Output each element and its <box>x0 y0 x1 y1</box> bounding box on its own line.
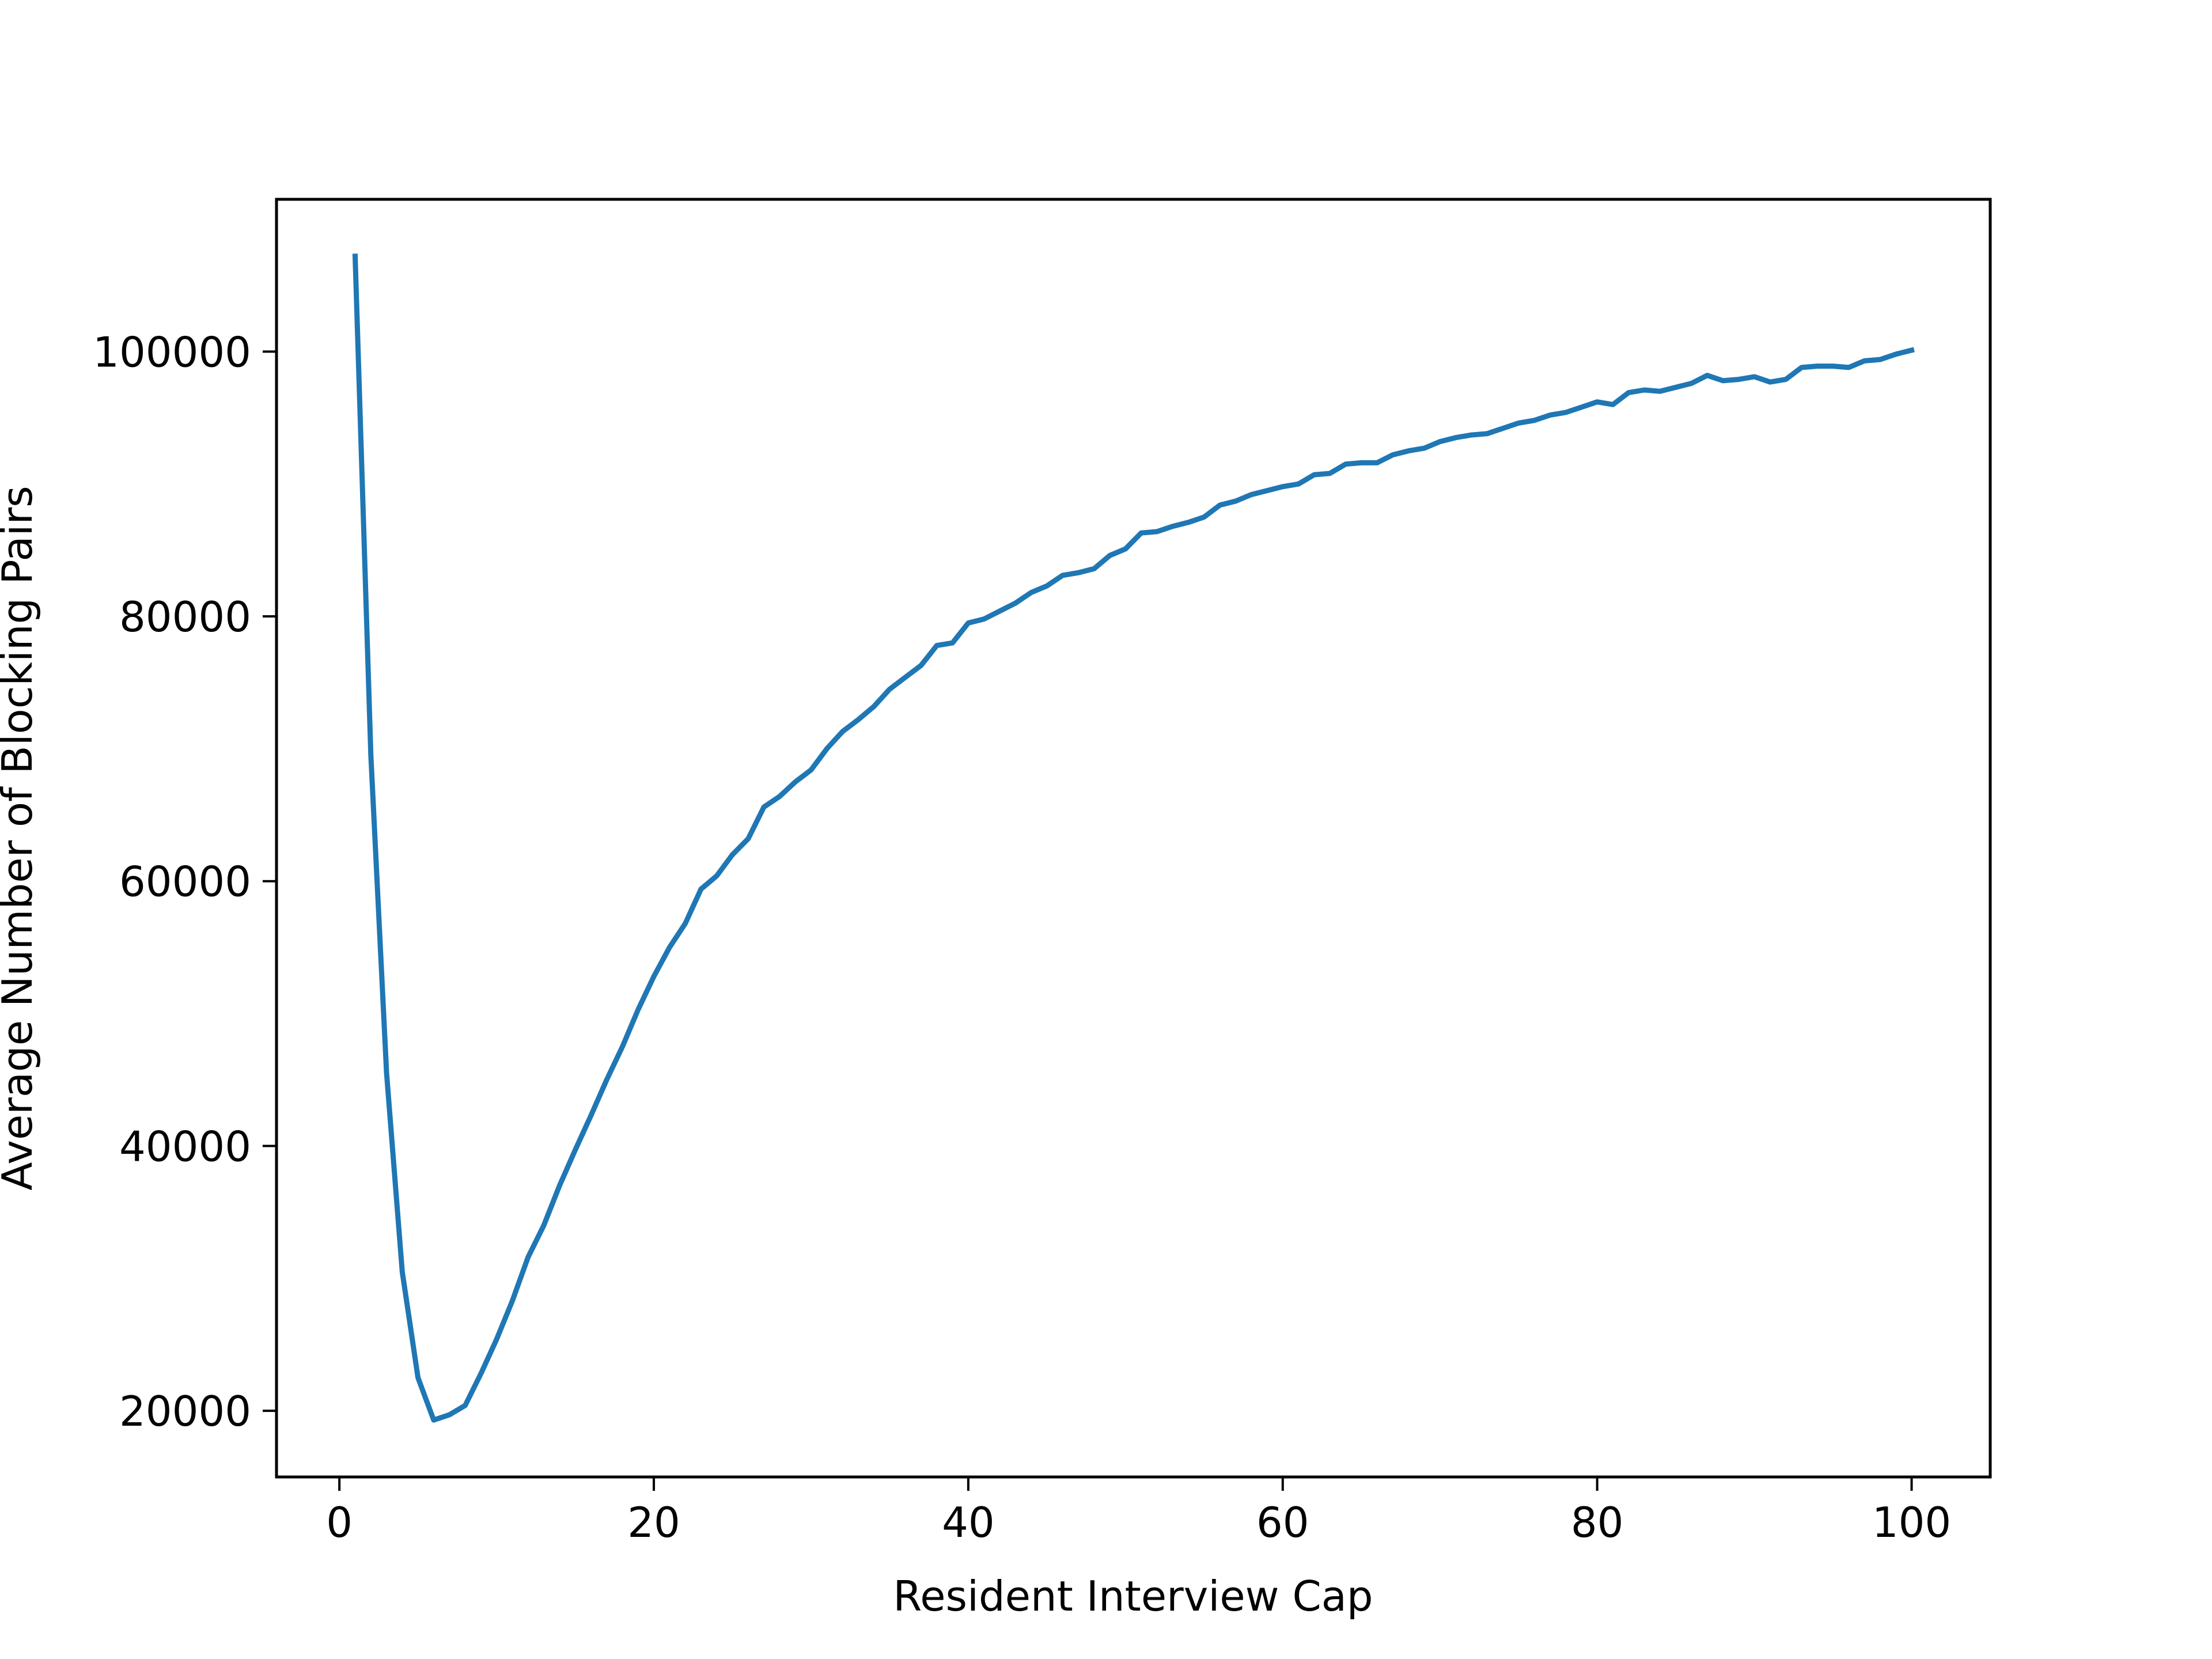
plot-frame <box>275 198 1992 1479</box>
x-tick-label: 80 <box>1571 1498 1624 1547</box>
x-tick-label: 100 <box>1872 1498 1951 1547</box>
y-tick-label: 20000 <box>119 1387 251 1435</box>
x-tick-label: 60 <box>1256 1498 1309 1547</box>
x-tick-label: 40 <box>942 1498 995 1547</box>
x-axis-label: Resident Interview Cap <box>893 1572 1373 1620</box>
y-tick-label: 60000 <box>119 858 251 906</box>
y-tick-label: 40000 <box>119 1122 251 1171</box>
x-tick-label: 0 <box>326 1498 353 1547</box>
y-tick-label: 80000 <box>119 593 251 641</box>
x-axis-ticks: 0 20 40 60 80 100 <box>326 1477 1951 1547</box>
y-axis-ticks: 20000 40000 60000 80000 100000 <box>93 328 276 1435</box>
x-tick-label: 20 <box>627 1498 680 1547</box>
series-line <box>352 253 1915 1423</box>
y-tick-label: 100000 <box>93 328 251 376</box>
y-axis-label: Average Number of Blocking Pairs <box>0 486 41 1190</box>
